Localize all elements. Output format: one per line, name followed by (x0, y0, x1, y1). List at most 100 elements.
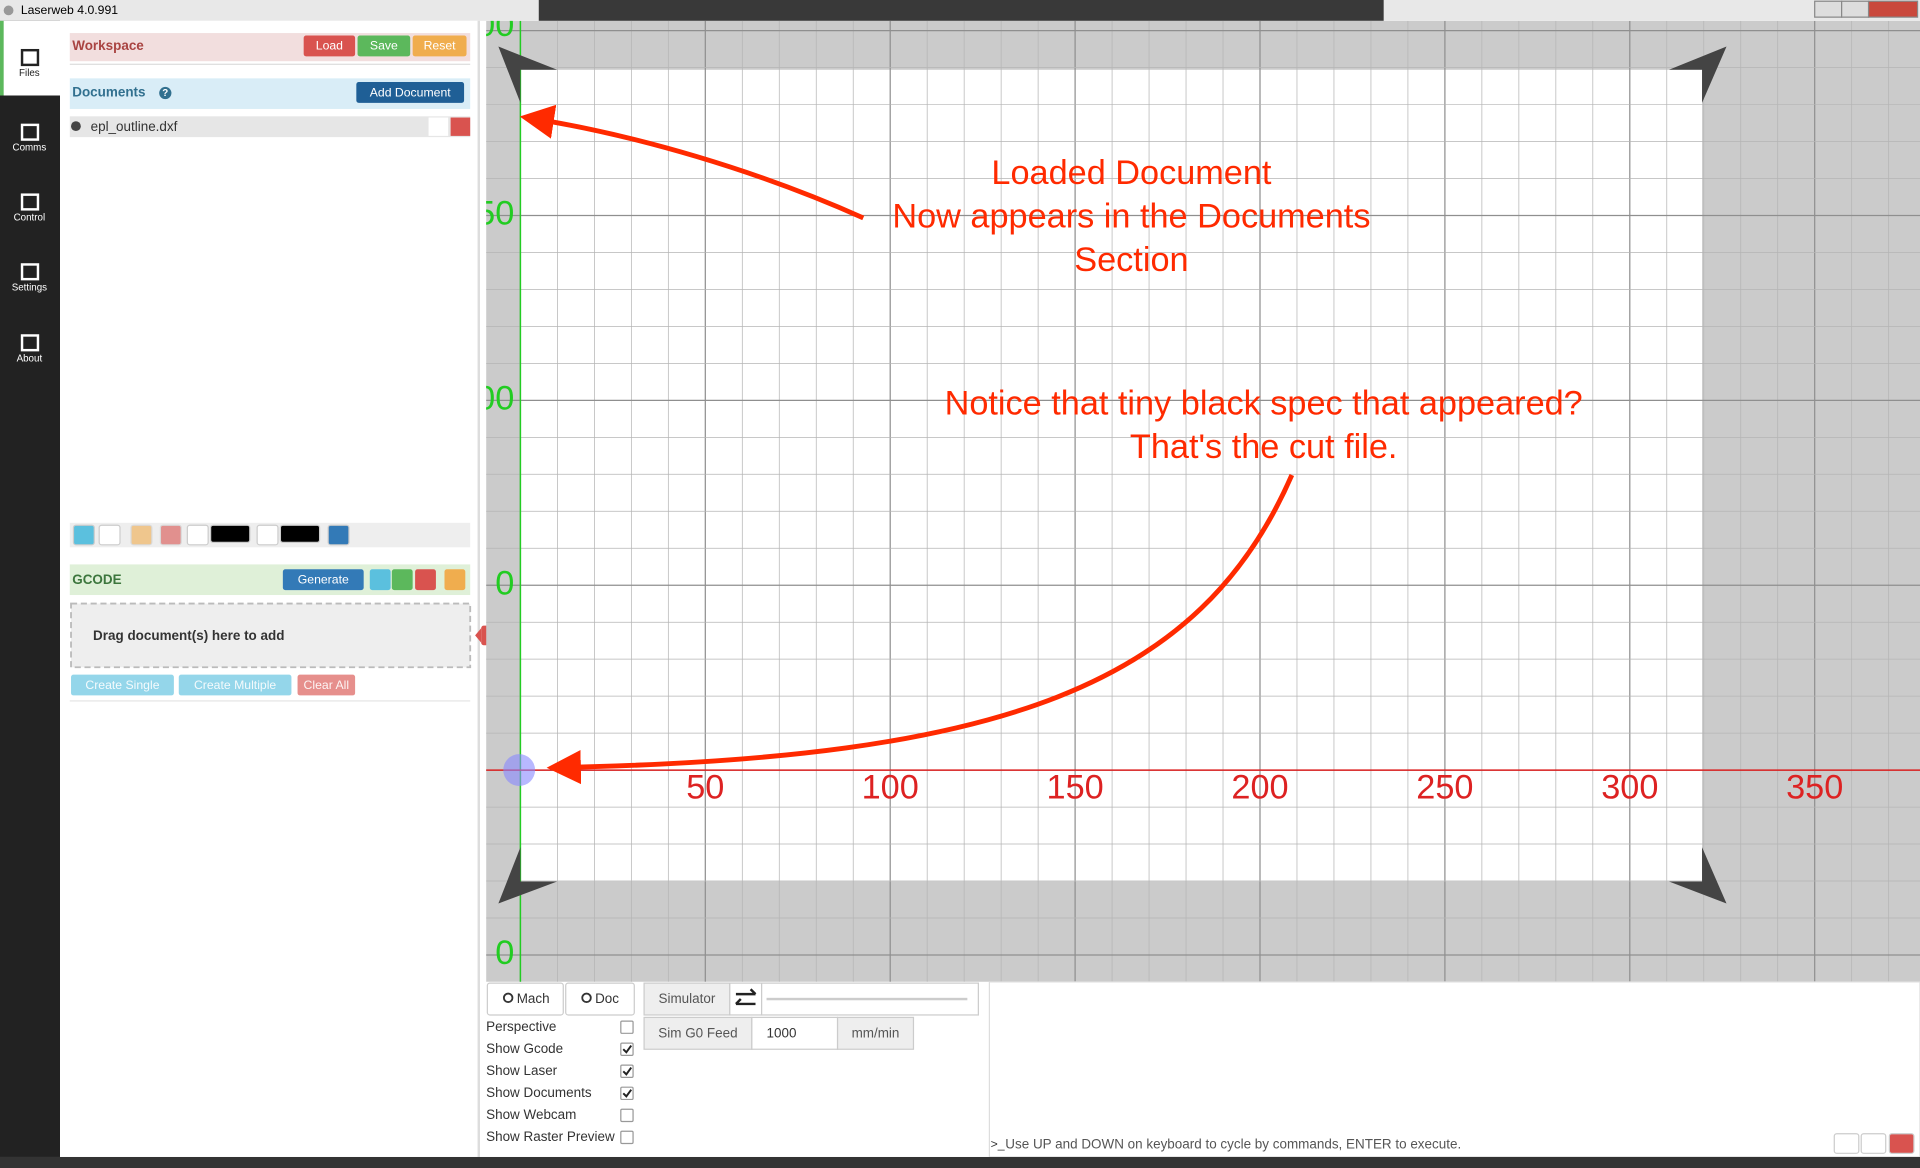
toolbar-button[interactable] (72, 524, 95, 546)
sidebar-tab[interactable] (0, 105, 60, 169)
generate-button-label: Generate (298, 573, 349, 587)
document-row[interactable] (69, 116, 471, 138)
gcode-button-label: Create Single (85, 678, 159, 692)
annotation-text: Section (1074, 241, 1188, 279)
option-label: Show Gcode (486, 1041, 563, 1056)
toolbar-button[interactable] (98, 524, 121, 546)
corner-marker (1668, 847, 1727, 904)
x-axis-label: 100 (862, 769, 919, 807)
workspace-button[interactable] (303, 35, 356, 57)
annotation-text: That's the cut file. (1130, 428, 1397, 466)
expand-icon (71, 121, 81, 132)
remove-button[interactable] (450, 117, 471, 136)
option-checkbox[interactable] (620, 1086, 634, 1101)
annotation-text: Notice that tiny black spec that appeare… (945, 384, 1583, 422)
drop-zone (70, 602, 472, 669)
checkmark (622, 1044, 633, 1054)
option-checkbox[interactable] (620, 1020, 634, 1034)
simulator-label: Simulator (659, 991, 716, 1006)
option-label: Show Laser (486, 1063, 558, 1078)
search-icon (581, 992, 592, 1004)
feed-input[interactable] (751, 1016, 839, 1050)
gcode-button[interactable] (178, 674, 292, 696)
tab-label: Control (14, 213, 46, 224)
maximize-button[interactable] (1841, 0, 1870, 18)
laser-position (503, 754, 536, 787)
toolbar-button[interactable] (186, 524, 209, 546)
toolbar-button[interactable] (256, 524, 279, 546)
x-axis-label: 200 (1231, 769, 1288, 807)
toolbar-button[interactable] (130, 524, 153, 546)
sidebar-tab[interactable] (0, 244, 60, 309)
tab-label: About (17, 353, 43, 364)
toolbar-button[interactable] (327, 524, 350, 546)
feed-unit: mm/min (852, 1026, 900, 1041)
x-axis-label: 350 (1786, 769, 1843, 807)
view-button[interactable] (565, 982, 635, 1016)
toolbar-button[interactable] (159, 524, 182, 546)
console-button[interactable] (1888, 1133, 1915, 1154)
gcode-button[interactable] (297, 674, 356, 696)
console-button[interactable] (1860, 1133, 1887, 1154)
gcode-action-button[interactable] (444, 569, 466, 591)
x-axis-label: 150 (1047, 769, 1104, 807)
drop-hint: Drag document(s) here to add (93, 628, 284, 643)
workspace-button-label: Save (370, 39, 398, 53)
y-axis-label: 00 (476, 379, 514, 417)
documents-title: Documents (72, 85, 145, 100)
feed-label: Sim G0 Feed (658, 1026, 737, 1041)
generate-button[interactable] (282, 569, 364, 591)
gcode-button-label: Create Multiple (194, 678, 276, 692)
toolbar-button[interactable] (279, 524, 321, 543)
sidebar-tab[interactable] (0, 175, 60, 239)
simulator-toggle[interactable] (729, 982, 763, 1016)
option-checkbox[interactable] (620, 1130, 634, 1145)
simulator-slider[interactable] (766, 997, 968, 1001)
tab-label: Files (19, 68, 40, 79)
workspace-button[interactable] (412, 35, 467, 57)
tab-icon (20, 334, 40, 352)
view-button[interactable] (486, 982, 564, 1016)
toolbar-button[interactable] (210, 524, 251, 543)
tab-label: Settings (12, 282, 47, 293)
active-tab[interactable] (0, 20, 60, 96)
gcode-action-button[interactable] (369, 569, 391, 591)
toggle-icon (735, 988, 757, 1006)
sidebar-tab[interactable] (0, 315, 60, 380)
close-button[interactable] (1867, 0, 1919, 18)
workspace-title: Workspace (72, 38, 144, 53)
x-axis-label: 300 (1601, 769, 1658, 807)
tooltip-arrow (475, 628, 482, 643)
x-axis-label: 50 (686, 769, 724, 807)
feed-unit-box (836, 1016, 915, 1050)
separator (69, 700, 471, 702)
separator (69, 63, 471, 65)
visibility-button[interactable] (428, 117, 449, 136)
option-checkbox[interactable] (620, 1108, 634, 1123)
option-label: Show Webcam (486, 1107, 576, 1122)
option-checkbox[interactable] (620, 1064, 634, 1079)
x-axis-label: 250 (1416, 769, 1473, 807)
gcode-action-button[interactable] (415, 569, 436, 591)
active-tab-marker (0, 20, 4, 96)
workspace-button-label: Load (316, 39, 343, 53)
corner-marker (498, 847, 558, 904)
add-document-button[interactable] (356, 82, 465, 103)
tab-icon (20, 123, 40, 141)
workspace-button[interactable] (357, 35, 411, 57)
checkmark (622, 1089, 633, 1098)
machine-bed (520, 69, 1703, 882)
corner-marker (498, 46, 558, 103)
option-label: Show Raster Preview (486, 1129, 615, 1144)
annotation-arrow (519, 104, 865, 221)
app-icon (3, 5, 14, 16)
option-checkbox[interactable] (620, 1042, 634, 1056)
minimize-button[interactable] (1814, 0, 1843, 18)
gcode-button[interactable] (71, 674, 174, 696)
gcode-action-button[interactable] (391, 569, 413, 591)
y-axis-label: 0 (495, 564, 514, 602)
console-button[interactable] (1833, 1133, 1860, 1154)
